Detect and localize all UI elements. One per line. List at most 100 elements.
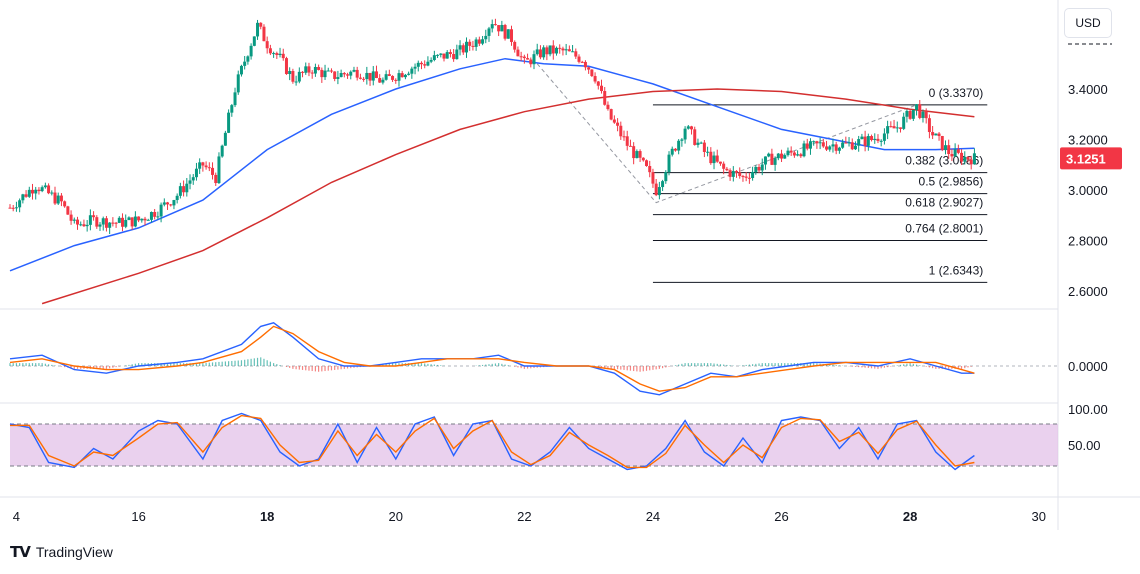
candle-body [11,207,15,209]
current-price-label: 3.1251 [1066,151,1106,166]
candle-body [400,73,404,78]
candle-body [538,49,542,58]
candle-body [448,52,452,55]
candle-body [56,195,60,204]
price-axis-tick: 3.4000 [1068,82,1108,97]
candle-body [886,126,890,134]
candle-body [31,189,35,194]
candle-body [889,126,893,128]
time-axis[interactable]: 4 16 18 20 22 24 26 28 30 [13,509,1046,524]
candle-body [88,215,92,225]
candle-body [191,177,195,181]
candle-body [326,70,330,72]
candle-body [162,202,166,205]
time-axis-tick: 28 [903,509,917,524]
candle-body [876,138,880,141]
candle-body [313,66,317,74]
time-axis-tick: 20 [389,509,403,524]
candle-body [587,67,591,70]
candle-body [593,76,597,82]
candle-body [407,73,411,75]
candle-body [567,49,571,52]
candle-body [50,192,54,194]
candle-body [230,105,234,113]
slow-moving-average-line [41,88,975,305]
candle-body [673,148,677,151]
candle-body [182,186,186,193]
candle-body [387,74,391,76]
candle-body [114,222,118,224]
candlestick-series[interactable] [8,18,976,235]
candle-body [490,24,494,29]
candle-body [442,53,446,59]
candle-body [166,202,170,205]
candle-body [101,218,105,225]
candle-body [812,141,816,143]
candle-body [432,55,436,61]
candle-body [850,142,854,150]
candle-body [770,153,774,165]
time-axis-tick: 16 [131,509,145,524]
candle-body [304,66,308,73]
candle-body [718,161,722,164]
candle-body [34,189,38,194]
candle-body [384,74,388,80]
candle-body [178,186,182,196]
stochastic-axis-tick: 100.00 [1068,402,1108,417]
candle-body [943,145,947,151]
candle-body [207,167,211,169]
currency-selector[interactable]: USD [1064,8,1112,38]
candle-body [757,166,761,171]
candle-body [725,168,729,171]
fast-moving-average-line [9,57,975,272]
candle-body [834,144,838,151]
candle-body [545,47,549,55]
candle-body [175,195,179,201]
candle-body [275,53,279,56]
candle-body [477,39,481,44]
candle-body [121,217,125,227]
candle-body [898,127,902,129]
stochastic-pane [9,412,1058,471]
fibonacci-retracement[interactable]: 0 (3.3370)0.382 (3.0686)0.5 (2.9856)0.61… [536,63,988,283]
candle-body [461,45,465,53]
fib-trend-line[interactable] [536,63,917,204]
moving-averages [9,57,975,305]
candle-body [715,155,719,162]
candle-body [281,53,285,59]
candle-body [124,219,128,227]
candle-body [323,70,327,78]
candle-body [220,145,224,157]
candle-body [529,59,533,65]
stochastic-axis-tick: 50.00 [1068,438,1101,453]
stochastic-band [10,424,1058,466]
candle-body [43,185,47,188]
candle-body [657,187,661,196]
candle-body [278,53,282,56]
price-axis-tick: 3.0000 [1068,183,1108,198]
candle-body [140,218,144,221]
candle-body [927,118,931,133]
candle-body [503,25,507,39]
fib-level-label: 0.764 (2.8001) [905,221,983,235]
candle-body [722,163,726,169]
candle-body [902,116,906,129]
candle-body [429,60,433,62]
candle-body [513,41,517,50]
brand-name: TradingView [35,544,113,560]
stochastic-d-line [10,414,975,469]
candle-body [950,154,954,157]
candle-body [397,73,401,81]
candle-body [497,25,501,32]
candle-body [111,222,115,224]
macd-signal-line [9,325,975,392]
candle-body [146,219,150,221]
tradingview-logo[interactable]: TV TradingView [10,543,113,561]
candle-body [960,152,964,162]
candle-body [853,145,857,150]
price-axis[interactable]: 2.6000 2.8000 3.0000 3.2000 3.4000 0.0000 100.… [1068,43,1112,453]
candle-body [664,172,668,182]
candle-body [95,217,99,227]
candle-body [346,74,350,76]
